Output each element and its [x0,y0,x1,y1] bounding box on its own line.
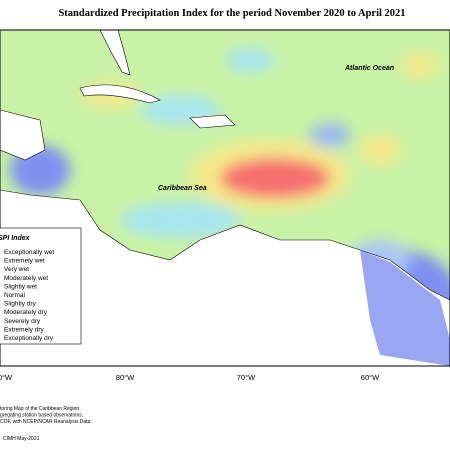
map-label: Caribbean Sea [158,185,207,192]
legend-item: Exceptionally wet [4,249,54,256]
map-title: Standardized Precipitation Index for the… [58,8,405,19]
longitude-label: 80°W [116,373,135,382]
legend-item: Extremely dry [4,326,44,333]
longitude-label: 70°W [237,373,256,382]
legend-item: Moderately wet [4,275,48,282]
footer-note: toring Map of the Caribbean Region. [0,406,81,412]
legend-item: Extremely wet [4,258,45,265]
legend: SPI Index Exceptionally wet Extremely wetV… [0,227,82,345]
legend-item: Slightly wet [4,283,37,290]
footer-note: COF, with NCEP/NCAR Reanalysis Data. [0,419,92,425]
map-frame [0,29,450,367]
legend-item: Moderately dry [4,309,48,316]
longitude-label: 0°W [0,373,13,382]
legend-item: Slightly dry [4,301,37,308]
legend-item: Severely dry [4,318,41,325]
legend-item: Very wet [4,266,29,273]
footer-note: gregating station based observations, [0,413,83,419]
legend-title: SPI Index [0,235,31,242]
longitude-label: 60°W [361,373,380,382]
map-label: Atlantic Ocean [344,65,394,72]
footer-credit: CIMH May-2021 [3,436,40,442]
legend-item: Exceptionally dry [4,335,54,342]
legend-item: Normal [4,292,26,299]
